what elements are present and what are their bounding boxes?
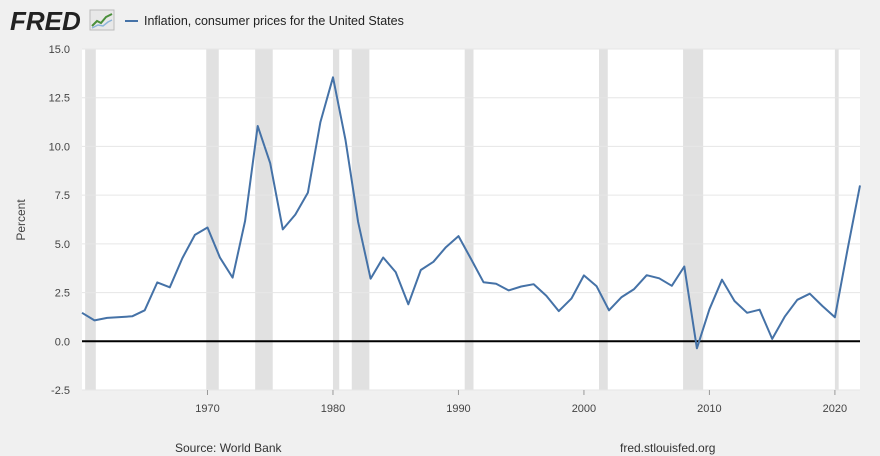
line-chart-icon — [89, 9, 115, 31]
x-axis-ticks: 1970 1980 1990 2000 2010 2020 — [195, 390, 847, 415]
y-tick-label: -2.5 — [51, 385, 70, 397]
fred-logo[interactable]: FRED — [10, 6, 115, 36]
fred-logo-text: FRED — [10, 6, 81, 36]
y-tick-label: 5.0 — [55, 239, 70, 251]
recession-band — [206, 49, 219, 390]
y-tick-label: 7.5 — [55, 190, 70, 202]
legend-label: Inflation, consumer prices for the Unite… — [144, 14, 404, 28]
x-tick-label: 1970 — [195, 403, 219, 415]
y-tick-label: 2.5 — [55, 288, 70, 300]
recession-band — [834, 49, 839, 390]
x-tick-label: 2000 — [572, 403, 596, 415]
y-tick-label: 0.0 — [55, 336, 70, 348]
source-text: Source: World Bank — [175, 441, 282, 455]
series-line — [81, 76, 861, 350]
y-tick-label: 12.5 — [49, 93, 70, 105]
x-tick-label: 2020 — [823, 403, 847, 415]
recession-band — [598, 49, 608, 390]
recession-band — [85, 49, 96, 390]
y-axis-ticks: -2.5 0.0 2.5 5.0 7.5 10.0 12.5 15.0 — [49, 44, 70, 397]
x-tick-label: 1980 — [321, 403, 345, 415]
legend: Inflation, consumer prices for the Unite… — [125, 14, 404, 28]
recession-band — [464, 49, 474, 390]
y-axis-label: Percent — [14, 199, 28, 241]
site-link[interactable]: fred.stlouisfed.org — [620, 441, 715, 455]
recession-band — [255, 49, 273, 390]
recession-band — [683, 49, 704, 390]
recession-band — [332, 49, 340, 390]
y-tick-label: 15.0 — [49, 44, 70, 56]
y-tick-label: 10.0 — [49, 141, 70, 153]
recession-shading — [85, 49, 839, 390]
x-tick-label: 2010 — [697, 403, 721, 415]
x-tick-label: 1990 — [446, 403, 470, 415]
recession-band — [351, 49, 370, 390]
